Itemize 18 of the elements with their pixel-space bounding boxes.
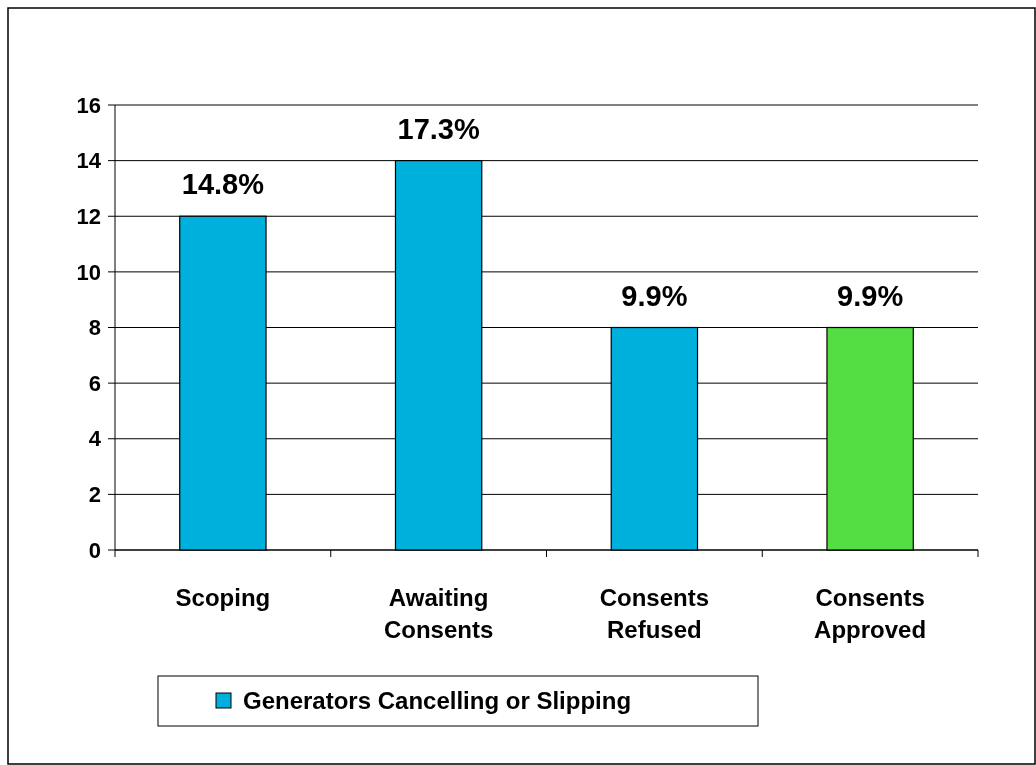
y-tick-label: 14 xyxy=(76,148,102,174)
y-tick-label: 2 xyxy=(88,482,101,508)
y-tick-label: 4 xyxy=(88,426,102,452)
annotation: 17.3% xyxy=(397,112,480,145)
y-tick-label: 6 xyxy=(88,370,101,396)
x-tick-label: Consents Approved xyxy=(814,584,927,643)
x-tick-label: Awaiting Consents xyxy=(383,584,494,643)
y-tick-label: 16 xyxy=(76,92,101,118)
y-tick-label: 0 xyxy=(88,537,101,563)
y-tick-label: 10 xyxy=(76,259,101,285)
annotation: 9.9% xyxy=(621,279,688,312)
y-tick-label: 8 xyxy=(88,315,101,341)
x-tick-label: Consents Refused xyxy=(599,584,710,643)
annotation: 9.9% xyxy=(837,279,904,312)
annotation: 14.8% xyxy=(181,168,265,201)
y-tick-label: 12 xyxy=(76,203,101,229)
legend-label: Generators Cancelling or Slipping xyxy=(243,687,632,715)
x-tick-label: Scoping xyxy=(175,584,271,611)
